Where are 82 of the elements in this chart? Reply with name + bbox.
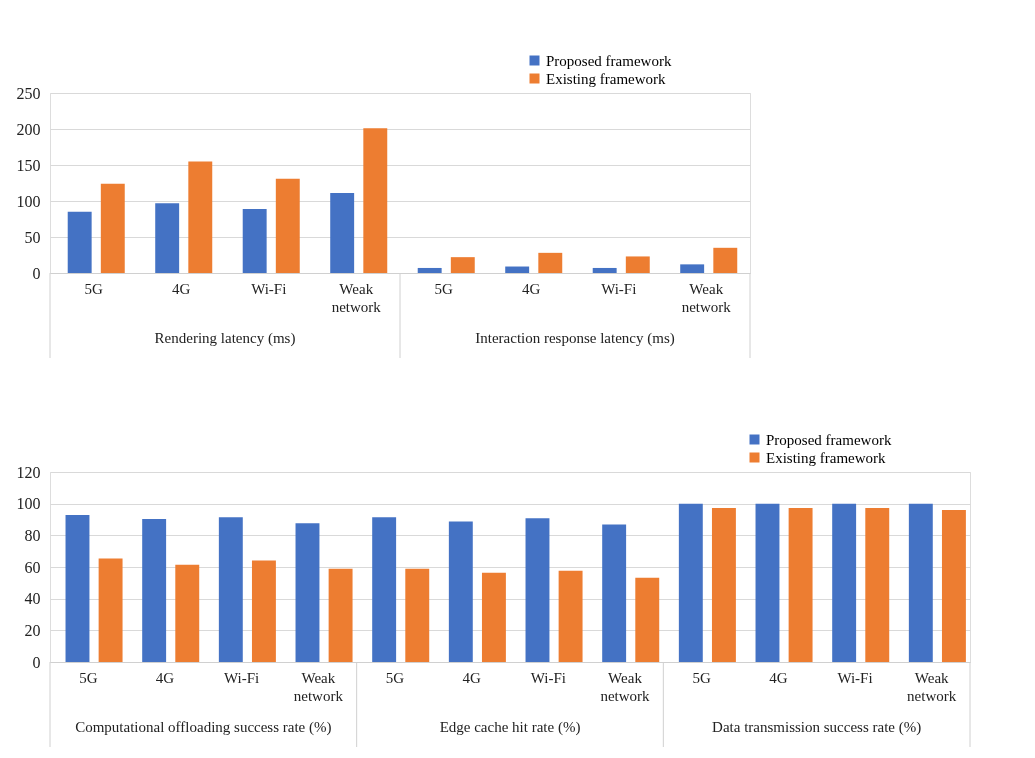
bar — [538, 252, 563, 273]
x-tick-label: Weak network — [681, 280, 732, 315]
bar — [417, 267, 442, 273]
bar — [558, 570, 583, 662]
x-tick-label: 4G — [462, 669, 481, 686]
bar — [372, 517, 397, 662]
x-tick-label: 4G — [769, 669, 788, 686]
y-tick-label: 50 — [24, 228, 41, 246]
bar — [448, 521, 473, 662]
bar — [832, 503, 857, 662]
legend-label: Proposed framework — [546, 52, 672, 69]
y-tick-label: 40 — [24, 590, 41, 608]
bar — [100, 183, 125, 273]
x-tick-label: 5G — [434, 280, 454, 297]
bar — [363, 128, 388, 273]
bar — [635, 577, 660, 662]
bar — [405, 568, 430, 662]
text: Edge cache hit rate (%) — [439, 719, 581, 736]
text: Data transmission success rate (%) — [712, 719, 922, 736]
bar — [242, 208, 267, 273]
x-tick-label: Weak network — [331, 280, 382, 315]
x-tick-label: 5G — [692, 669, 711, 686]
y-tick-label: 0 — [32, 653, 41, 671]
y-tick-label: 250 — [16, 84, 41, 102]
bar — [450, 257, 475, 273]
bar — [525, 518, 550, 662]
bar — [865, 507, 890, 662]
bar — [155, 203, 180, 273]
x-tick-label: Weak network — [600, 669, 651, 704]
text: Rendering latency (ms) — [154, 330, 296, 347]
y-tick-label: 20 — [24, 621, 41, 639]
bar — [328, 568, 353, 662]
text: Interaction response latency (ms) — [475, 330, 675, 347]
y-tick-label: 100 — [16, 495, 41, 513]
bar — [67, 211, 92, 273]
y-tick-label: 200 — [16, 120, 41, 138]
bar — [602, 524, 627, 662]
bar — [175, 564, 200, 662]
bar — [941, 510, 966, 662]
bar — [625, 256, 650, 273]
bar — [295, 523, 320, 662]
y-tick-label: 0 — [32, 264, 41, 282]
bar — [188, 161, 213, 273]
legend-label: Existing framework — [546, 70, 667, 87]
x-tick-label: Weak network — [293, 669, 344, 704]
bar — [592, 267, 617, 273]
bar — [98, 558, 123, 662]
x-tick-label: 5G — [79, 669, 98, 686]
y-tick-label: 80 — [24, 526, 41, 544]
x-tick-label: 4G — [522, 280, 541, 297]
x-tick-label: 5G — [84, 280, 104, 297]
x-tick-label: Wi-Fi — [837, 669, 873, 686]
x-tick-label: Wi-Fi — [224, 669, 260, 686]
x-tick-label: Wi-Fi — [601, 280, 637, 297]
bar — [505, 266, 530, 273]
y-tick-label: 150 — [16, 156, 41, 174]
bar — [713, 247, 738, 273]
bar — [678, 503, 703, 662]
bar — [275, 178, 300, 273]
x-tick-label: Wi-Fi — [530, 669, 566, 686]
bar — [218, 517, 243, 662]
y-tick-label: 100 — [16, 192, 41, 210]
bar — [330, 193, 355, 273]
bar — [65, 515, 90, 662]
x-tick-label: Wi-Fi — [251, 280, 287, 297]
bar — [680, 264, 705, 273]
bar — [908, 503, 933, 662]
x-tick-label: 5G — [385, 669, 405, 686]
x-tick-label: 4G — [172, 280, 191, 297]
bar — [711, 507, 736, 662]
bar — [755, 503, 780, 662]
bar — [481, 572, 506, 662]
legend-label: Existing framework — [766, 449, 887, 466]
bar — [788, 507, 813, 662]
y-tick-label: 120 — [16, 463, 41, 481]
legend-label: Proposed framework — [766, 431, 892, 448]
text: Computational offloading success rate (%) — [75, 719, 332, 736]
x-tick-label: 4G — [155, 669, 175, 686]
y-tick-label: 60 — [24, 558, 41, 576]
bar — [251, 560, 276, 662]
x-tick-label: Weak network — [907, 669, 957, 704]
bar — [142, 519, 167, 662]
